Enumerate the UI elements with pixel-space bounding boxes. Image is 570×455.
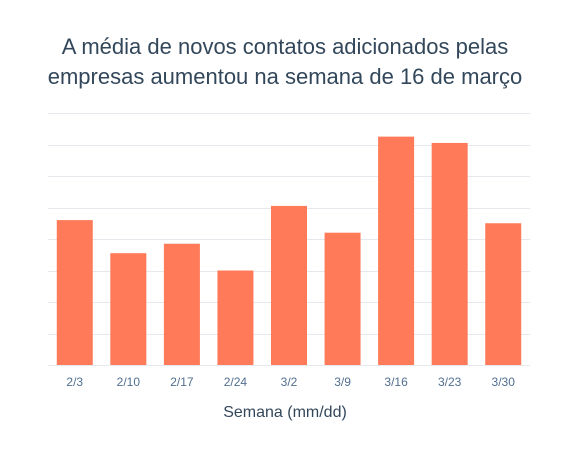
bar-2-3: [56, 220, 93, 365]
x-tick-label: 2/17: [170, 375, 194, 389]
x-tick-label: 3/30: [492, 375, 516, 389]
x-tick-label: 2/24: [224, 375, 248, 389]
x-tick-label: 3/23: [438, 375, 462, 389]
bar-3-16: [378, 136, 415, 365]
x-tick-label: 2/10: [117, 375, 141, 389]
bar-2-24: [217, 270, 254, 365]
bar-2-10: [110, 253, 147, 365]
bar-3-30: [485, 223, 522, 365]
x-tick-label: 2/3: [66, 375, 83, 389]
bar-3-9: [324, 232, 361, 365]
x-tick-label: 3/9: [334, 375, 351, 389]
bars: [56, 136, 522, 365]
x-tick-label: 3/16: [384, 375, 408, 389]
bar-3-2: [271, 205, 307, 365]
bar-2-17: [163, 243, 200, 365]
chart-title-line-2: empresas aumentou na semana de 16 de mar…: [47, 64, 523, 89]
chart-title-line-1: A média de novos contatos adicionados pe…: [61, 34, 509, 59]
x-tick-label: 3/2: [281, 375, 298, 389]
x-axis-label: Semana (mm/dd): [223, 404, 347, 421]
bar-3-23: [431, 142, 468, 365]
chart-title: A média de novos contatos adicionados pe…: [0, 32, 570, 92]
x-tick-labels: 2/3 2/10 2/17 2/24 3/2 3/9 3/16 3/23 3/30: [66, 375, 515, 389]
